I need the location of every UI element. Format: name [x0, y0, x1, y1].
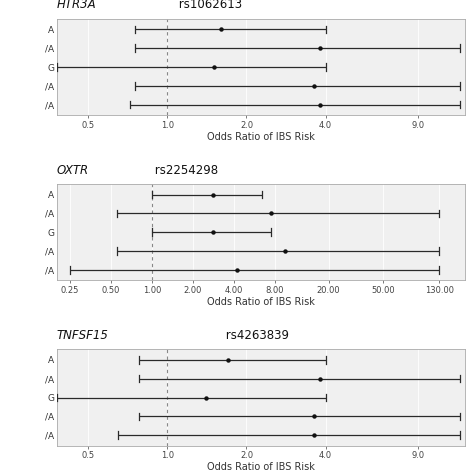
Text: TNFSF15: TNFSF15 [57, 329, 109, 342]
Text: rs1062613: rs1062613 [175, 0, 242, 11]
X-axis label: Odds Ratio of IBS Risk: Odds Ratio of IBS Risk [207, 462, 315, 472]
Text: OXTR: OXTR [57, 164, 89, 176]
Text: HTR3A: HTR3A [57, 0, 97, 11]
X-axis label: Odds Ratio of IBS Risk: Odds Ratio of IBS Risk [207, 297, 315, 307]
Text: rs4263839: rs4263839 [222, 329, 290, 342]
X-axis label: Odds Ratio of IBS Risk: Odds Ratio of IBS Risk [207, 132, 315, 142]
Text: rs2254298: rs2254298 [152, 164, 219, 176]
